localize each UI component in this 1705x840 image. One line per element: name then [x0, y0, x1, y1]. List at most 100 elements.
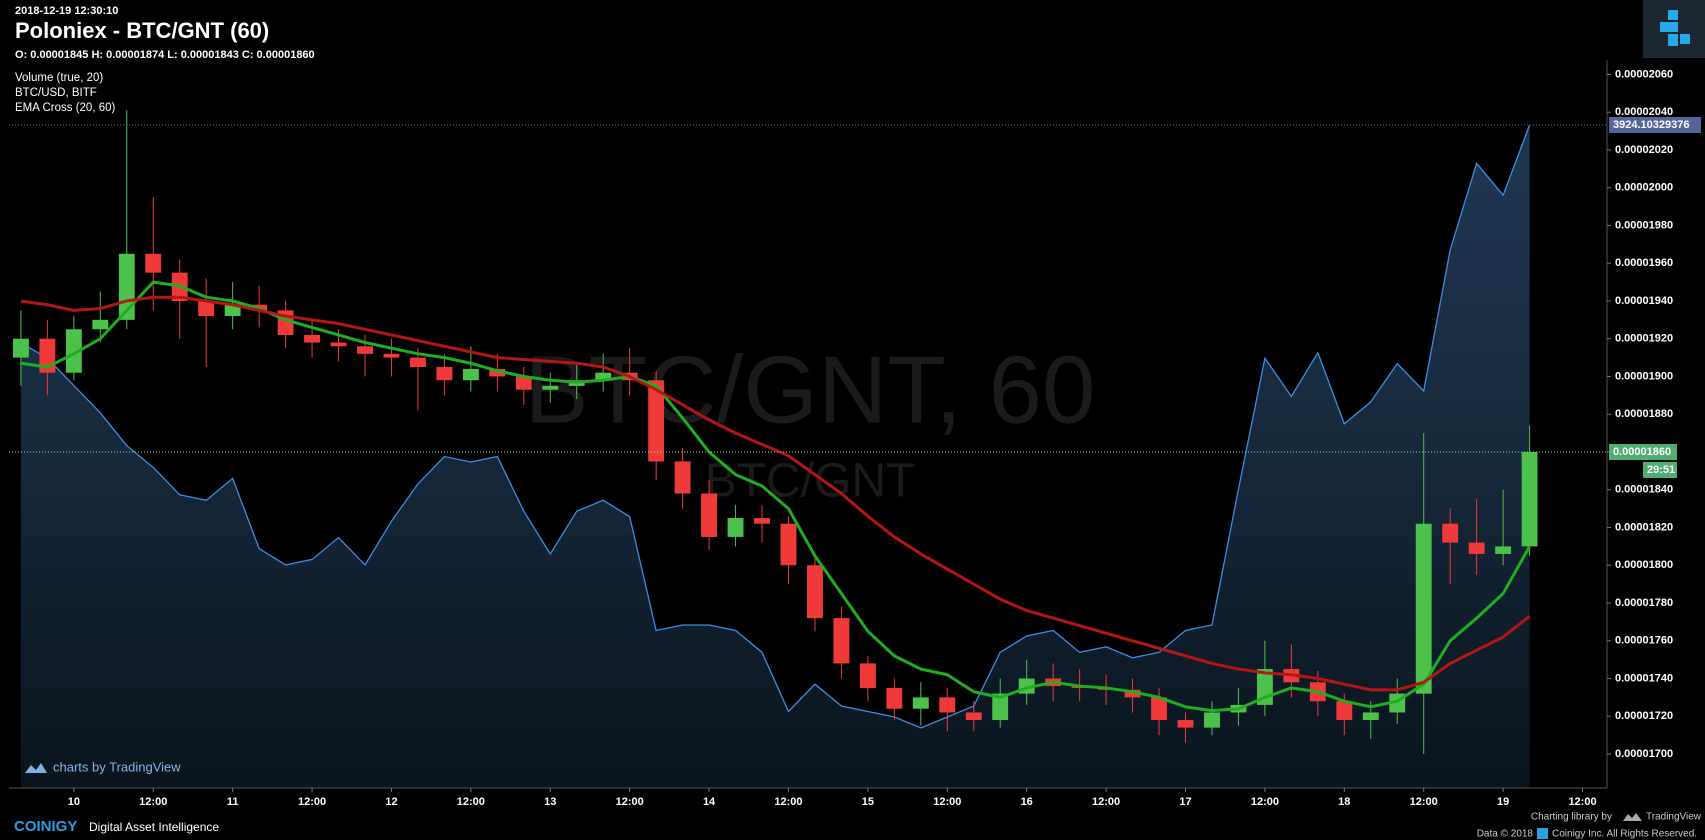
tv-icon: [1623, 813, 1642, 821]
watermark: BTC/GNT, 60: [525, 336, 1096, 443]
x-tick-label: 12:00: [457, 796, 485, 808]
candle-body: [1362, 712, 1379, 721]
candle-body: [1415, 523, 1432, 694]
candle-body: [224, 304, 241, 317]
candle-body: [65, 329, 82, 373]
x-tick-label: 12:00: [1251, 796, 1279, 808]
overlay-price-label: 3924.10329376: [1613, 119, 1689, 131]
candle-body: [648, 380, 665, 462]
y-tick-label: 0.00001980: [1615, 219, 1673, 231]
indicator-label: EMA Cross (20, 60): [15, 102, 116, 114]
candle-body: [1495, 546, 1512, 554]
candle-body: [542, 385, 559, 390]
candle-body: [92, 319, 109, 330]
x-tick-label: 14: [703, 796, 716, 808]
data-year: Data © 2018: [1477, 829, 1534, 840]
rights: Coinigy Inc. All Rights Reserved.: [1552, 829, 1697, 840]
x-tick-label: 12:00: [1092, 796, 1120, 808]
candle-body: [145, 253, 162, 273]
candle-body: [436, 367, 453, 381]
brand-name: COINIGY: [14, 818, 77, 835]
price-box: [1609, 443, 1677, 460]
brand-tagline: Digital Asset Intelligence: [89, 820, 219, 834]
brand-logo[interactable]: [1643, 0, 1705, 58]
candle-body: [727, 518, 744, 537]
plot-area: 10 12:00 11 12:00 12 12:00 13 12:00 14 12:00 15 12:…: [9, 60, 1701, 808]
y-tick-label: 0.00001800: [1615, 559, 1673, 571]
candle-body: [939, 697, 956, 713]
candle-body: [701, 493, 718, 537]
y-tick-label: 0.00002060: [1615, 68, 1673, 80]
indicator-label: Volume (true, 20): [15, 72, 103, 84]
charting-credit: Charting library by: [1531, 812, 1612, 823]
y-tick-label: 0.00001960: [1615, 257, 1673, 269]
countdown-box: [1643, 461, 1677, 478]
timestamp: 2018-12-19 12:30:10: [15, 5, 118, 17]
y-tick-label: 0.00001920: [1615, 333, 1673, 345]
series-area: [20, 125, 1530, 788]
x-tick-label: 12:00: [139, 796, 167, 808]
x-tick-label: 12:00: [298, 796, 326, 808]
candle-body: [1468, 542, 1485, 554]
x-tick-label: 12: [385, 796, 397, 808]
candle-body: [357, 346, 373, 354]
x-tick-label: 15: [862, 796, 874, 808]
y-tick-label: 0.00001820: [1615, 521, 1673, 533]
chart-title: Poloniex - BTC/GNT (60): [15, 18, 269, 43]
indicator-label: BTC/USD, BITF: [15, 87, 97, 99]
tv-badge[interactable]: charts by TradingView: [25, 759, 181, 774]
candle-body: [859, 663, 876, 688]
x-tick-label: 12:00: [1410, 796, 1438, 808]
overlay-price-box: [1609, 117, 1701, 134]
candle-body: [12, 338, 29, 358]
candle-body: [1521, 451, 1538, 547]
x-tick-label: 12:00: [616, 796, 644, 808]
y-tick-label: 0.00002040: [1615, 106, 1673, 118]
y-tick-label: 0.00001740: [1615, 672, 1673, 684]
y-tick-label: 0.00001840: [1615, 484, 1673, 496]
x-tick-label: 12:00: [1568, 796, 1596, 808]
candle-body: [383, 353, 400, 358]
coinigy-icon: [1537, 828, 1548, 839]
ema-line: [20, 295, 1531, 692]
candle-body: [198, 300, 215, 317]
candle-body: [1177, 720, 1194, 728]
candle-body: [754, 518, 770, 524]
candle-body: [1204, 712, 1220, 728]
candle-body: [807, 565, 823, 619]
candle-body: [1336, 701, 1353, 721]
x-tick-label: 19: [1497, 796, 1509, 808]
x-tick-label: 12:00: [774, 796, 802, 808]
x-tick-label: 11: [227, 796, 239, 808]
candle-body: [1442, 523, 1459, 543]
y-tick-label: 0.00001700: [1615, 748, 1673, 760]
candle-body: [515, 376, 532, 390]
ohlc-readout: O: 0.00001845 H: 0.00001874 L: 0.0000184…: [15, 49, 315, 61]
tv-badge-text: charts by TradingView: [53, 759, 181, 774]
series-line: [20, 124, 1531, 729]
candle-body: [462, 368, 479, 381]
candle-body: [1124, 689, 1141, 698]
candle-body: [595, 372, 612, 381]
x-tick-label: 17: [1179, 796, 1191, 808]
candle-body: [992, 693, 1009, 721]
candle-body: [330, 342, 347, 347]
y-tick-label: 0.00001760: [1615, 635, 1673, 647]
candle-body: [409, 357, 426, 368]
x-tick-label: 13: [544, 796, 556, 808]
y-tick-label: 0.00001900: [1615, 370, 1673, 382]
candle-body: [489, 368, 506, 377]
y-tick-label: 0.00002020: [1615, 144, 1673, 156]
x-tick-label: 12:00: [933, 796, 961, 808]
x-tick-label: 10: [68, 796, 80, 808]
candle-body: [1151, 697, 1167, 721]
price-label: 0.00001860: [1613, 446, 1671, 458]
candle-body: [886, 687, 903, 709]
y-tick-label: 0.00001880: [1615, 408, 1673, 420]
y-tick-label: 0.00001720: [1615, 710, 1673, 722]
y-tick-label: 0.00002000: [1615, 182, 1673, 194]
candle-body: [965, 712, 982, 721]
candle-body: [674, 461, 691, 494]
